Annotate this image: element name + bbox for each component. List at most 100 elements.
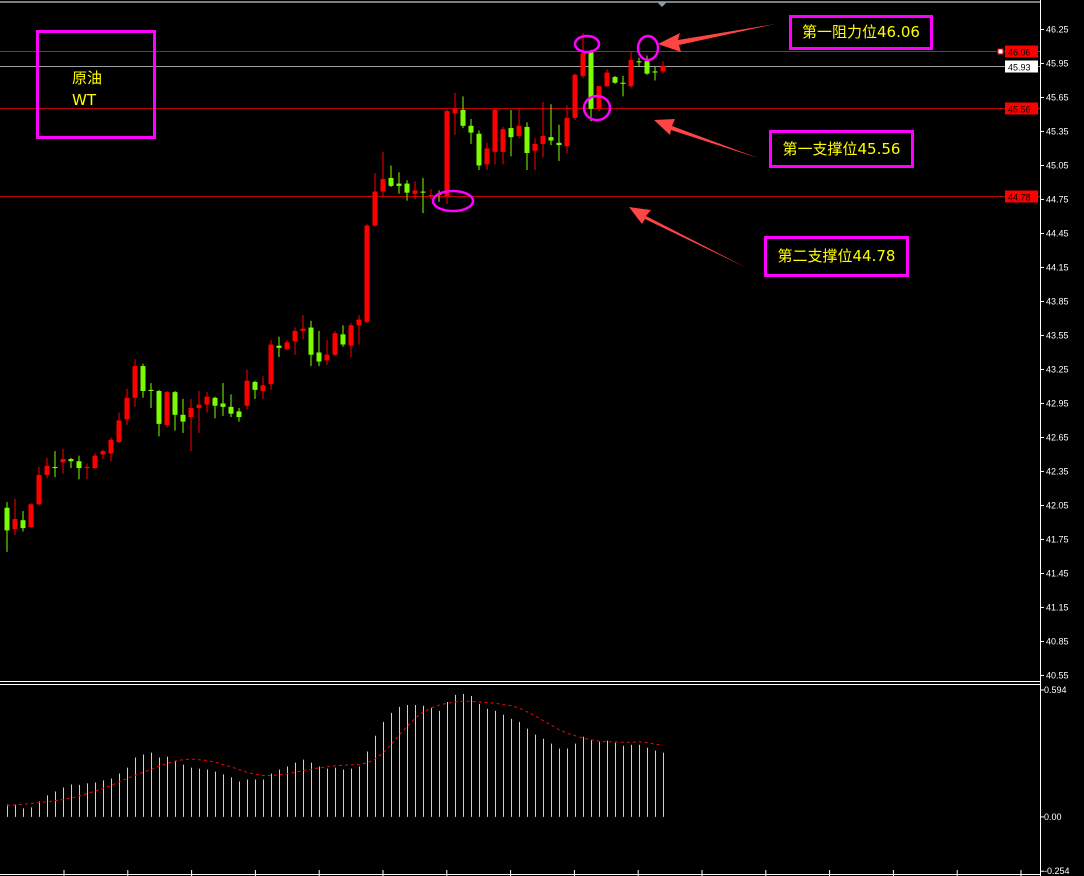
candle-body [524,126,530,153]
candle-down [212,396,218,419]
candle-up [60,448,66,474]
candle-body [36,474,42,505]
candle-up [108,437,114,462]
candle-up [372,173,378,227]
chart-shift-marker-icon[interactable] [657,2,667,7]
candle-up [324,340,330,365]
candle-body [108,439,114,454]
candle-up [12,498,18,535]
candle-body [92,455,98,469]
candle-up [444,109,450,204]
candle-up [348,323,354,357]
candle-up [604,69,610,88]
candle-body [204,396,210,405]
candle-body [468,125,474,133]
candle-up [356,315,362,345]
candle-body [644,61,650,74]
candle-up [564,105,570,153]
candle-body [268,344,274,385]
support1-arrow-icon [654,119,758,158]
candle-body [604,72,610,87]
support2-circle-marker [431,189,475,213]
resistance-circle-marker [636,34,660,62]
candle-body [244,380,250,406]
candle-up [244,369,250,410]
candle-down [68,457,74,469]
candle-down [252,380,258,399]
y-tick-label: 44.15 [1046,262,1069,272]
candle-body [68,459,74,462]
candle-up [204,392,210,413]
candle-up [580,32,586,79]
candle-down [140,363,146,398]
candle-body [452,108,458,114]
candle-body [380,179,386,192]
candle-down [276,336,282,357]
candle-up [44,457,50,479]
price-tag-bg [1005,190,1038,203]
candle-body [172,392,178,415]
candle-up [188,398,194,452]
candle-down [340,325,346,347]
candle-up [452,92,458,135]
candle-up [628,52,634,89]
candle-body [564,117,570,147]
candle-up [412,181,418,200]
candle-body [180,414,186,422]
y-tick-label: 43.85 [1046,296,1069,306]
candle-down [612,75,618,84]
candle-body [356,319,362,326]
candle-up [364,224,370,323]
candle-body [324,354,330,361]
candle-body [508,128,514,138]
candle-body [4,507,10,531]
candle-body [476,133,482,166]
candle-body [628,60,634,87]
candle-up [124,388,130,425]
candle-body [260,385,266,391]
candle-body [100,451,106,455]
candle-down [228,394,234,418]
candle-down [236,408,242,422]
y-tick-label: 43.25 [1046,364,1069,374]
candle-body [364,225,370,322]
candle-up [164,391,170,428]
support2-label-box: 第二支撑位44.78 [764,236,909,277]
level-handle-icon [997,48,1004,55]
price-tag-last-price: 45.93 [1008,63,1031,73]
candle-up [116,412,122,444]
candle-up [300,315,306,339]
candle-body [556,142,562,146]
resistance1-label: 第一阻力位46.06 [802,23,920,41]
candle-body [292,330,298,342]
candle-down [396,172,402,194]
candle-down [652,66,658,81]
candle-up [532,138,538,170]
candle-body [572,74,578,118]
candle-body [12,519,18,530]
y-tick-label: 44.45 [1046,228,1069,238]
support2-label: 第二支撑位44.78 [777,247,896,265]
y-tick-label: 46.25 [1046,24,1069,34]
candle-body [52,466,58,469]
candle-body [596,86,602,109]
candle-up [132,359,138,407]
y-tick-label: 40.55 [1046,670,1069,680]
macd-signal-line [6,700,664,806]
candle-down [548,104,554,146]
candle-up [84,463,90,480]
candle-body [316,352,322,362]
macd-indicator [6,694,664,817]
candle-body [132,366,138,398]
symbol-title-box: 原油 WT [36,30,156,139]
high-circle-marker [573,34,601,54]
candle-body [220,403,226,407]
candle-down [156,389,162,437]
candle-body [532,143,538,151]
axes: 46.06 45.93 45.56 44.78 46.25 45.95 45.65 45.35… [63,24,1070,876]
candle-body [420,191,426,193]
candle-body [340,334,346,345]
candle-up [500,126,506,165]
candle-body [372,191,378,226]
